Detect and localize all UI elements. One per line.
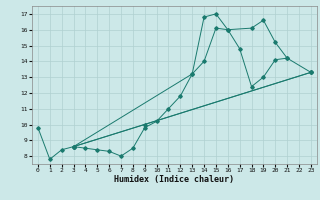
X-axis label: Humidex (Indice chaleur): Humidex (Indice chaleur) bbox=[115, 175, 234, 184]
